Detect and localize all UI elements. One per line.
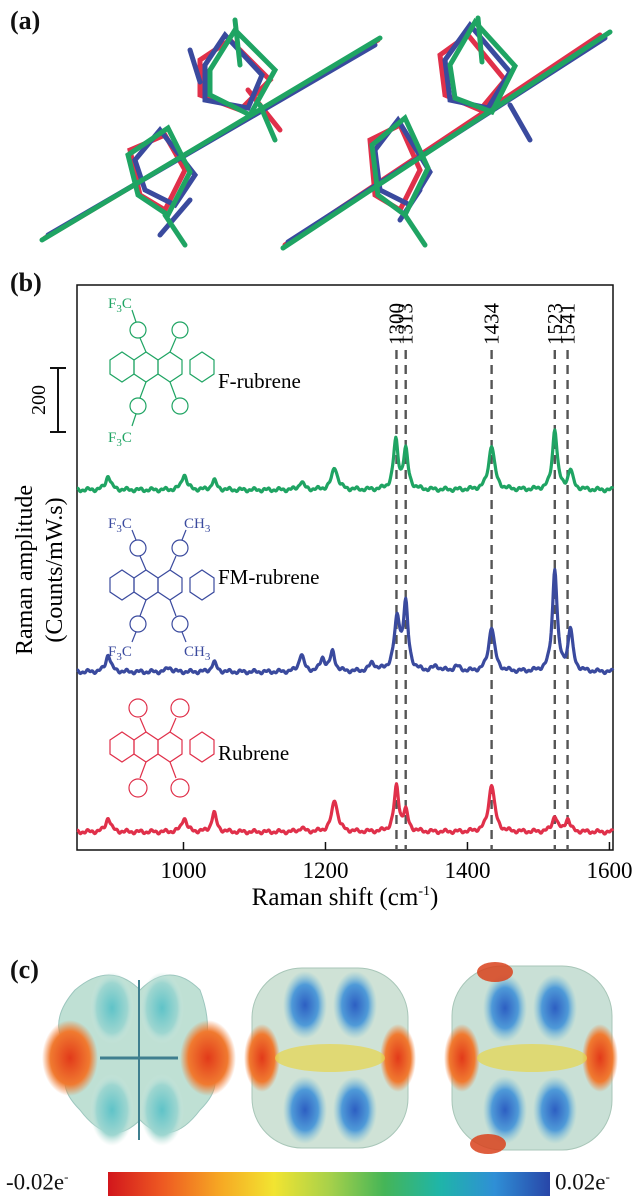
series-line-f-rubrene <box>76 428 615 494</box>
y-axis-label-line2: (Counts/mW.s) <box>42 497 68 642</box>
x-tick-label: 1600 <box>586 858 632 883</box>
x-tick-label: 1400 <box>444 858 490 883</box>
structure-overlay-left <box>39 17 383 248</box>
scale-bar: 200 <box>28 367 66 433</box>
fm-cf3-top: F3C <box>108 516 132 535</box>
reference-lines <box>395 350 569 850</box>
rubrene-label: Rubrene <box>218 741 289 765</box>
x-axis-label: Raman shift (cm-1) <box>252 884 439 911</box>
x-tick-label: 1000 <box>160 858 206 883</box>
x-axis-ticks: 1000 1200 1400 1600 <box>160 842 632 883</box>
rubrene-structure <box>109 698 215 798</box>
colorbar <box>108 1172 550 1196</box>
plot-frame <box>76 284 614 851</box>
panel-c-label: (c) <box>10 955 39 984</box>
f-cf3-bottom: F3C <box>108 430 132 449</box>
panel-a-label: (a) <box>10 6 41 35</box>
colorbar-min-label: -0.02e- <box>6 1169 69 1195</box>
f-rubrene-structure <box>109 309 215 427</box>
series-line-fm-rubrene <box>76 568 615 676</box>
reference-line-label: 1300 <box>384 303 408 345</box>
panel-c-esp-maps <box>42 962 618 1154</box>
esp-map-f-rubrene <box>444 962 618 1154</box>
fm-rubrene-structure <box>109 529 215 643</box>
esp-map-fm-rubrene <box>244 967 416 1149</box>
reference-line-label: 1434 <box>480 303 504 346</box>
fm-ch3-bottom: CH3 <box>184 644 211 663</box>
series-line-rubrene <box>76 782 615 836</box>
f-rubrene-label: F-rubrene <box>218 369 301 393</box>
spectra <box>76 428 615 836</box>
reference-line-label: 1313 <box>394 303 418 345</box>
colorbar-max-label: 0.02e- <box>555 1169 610 1195</box>
fm-cf3-bottom: F3C <box>108 644 132 663</box>
fm-rubrene-label: FM-rubrene <box>218 565 319 589</box>
reference-line-label: 1523 <box>543 303 567 345</box>
fm-ch3-top: CH3 <box>184 516 211 535</box>
panel-a-structures <box>39 15 613 251</box>
panel-b-label: (b) <box>10 268 42 297</box>
structure-overlay-right <box>280 15 613 251</box>
y-axis-label-line1: Raman amplitude <box>12 485 38 655</box>
f-cf3-top: F3C <box>108 296 132 315</box>
esp-map-rubrene <box>42 972 236 1146</box>
x-tick-label: 1200 <box>302 858 348 883</box>
scale-bar-label: 200 <box>28 385 50 415</box>
reference-line-label: 1541 <box>556 303 580 345</box>
